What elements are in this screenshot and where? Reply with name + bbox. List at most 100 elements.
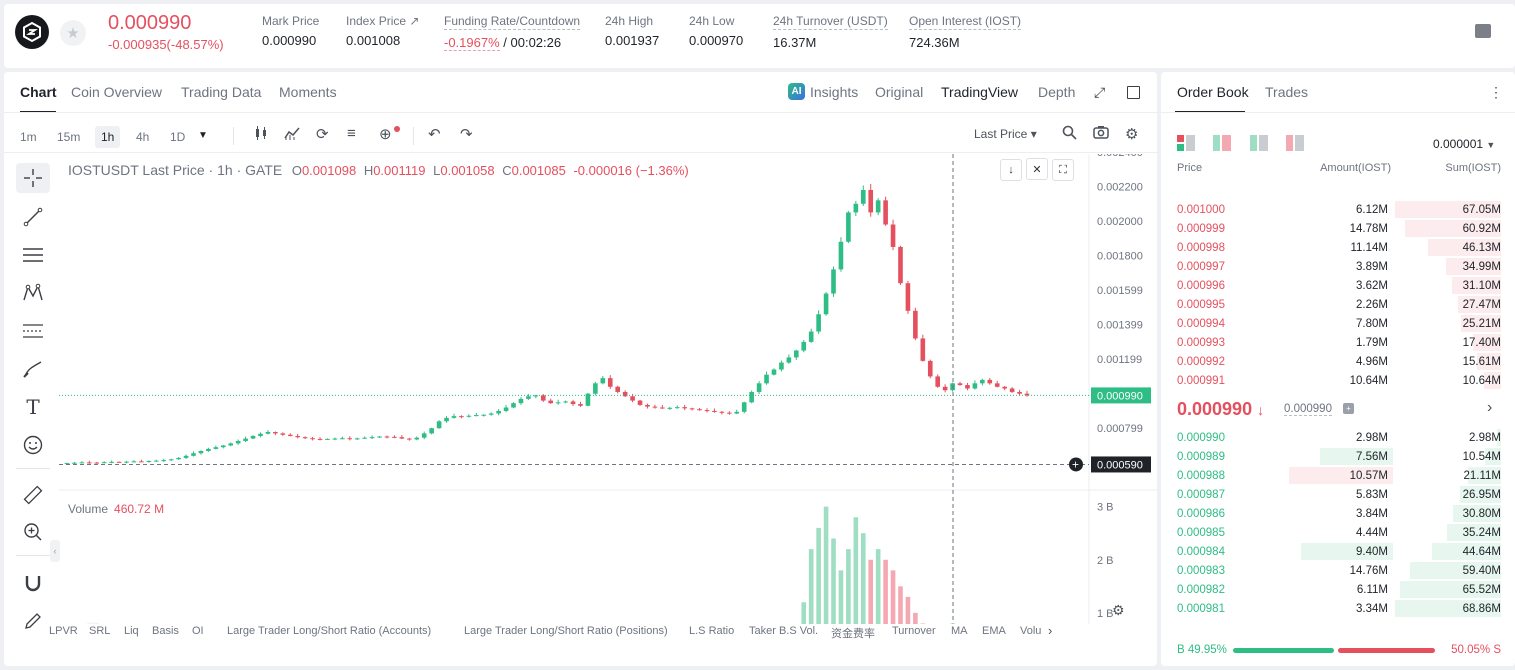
indicator-large-trader-accounts[interactable]: Large Trader Long/Short Ratio (Accounts) <box>227 625 432 637</box>
candle-body <box>756 383 762 392</box>
indicator-ma[interactable]: MA <box>951 625 968 637</box>
tab-original[interactable]: Original <box>875 84 924 100</box>
collapse-toolbar-icon[interactable]: ‹ <box>50 540 60 562</box>
timeframe-1d[interactable]: 1D <box>170 130 186 144</box>
bid-row[interactable]: 0.000988 10.57M 21.11M <box>1161 466 1515 485</box>
candle-body <box>325 438 330 440</box>
horizontal-lines-icon[interactable] <box>16 240 50 270</box>
scroll-down-icon[interactable]: ↓ <box>1000 158 1022 181</box>
bid-row[interactable]: 0.000981 3.34M 68.86M <box>1161 599 1515 618</box>
indicator-turnover[interactable]: Turnover <box>892 625 936 637</box>
favorite-star-icon[interactable]: ★ <box>60 20 86 46</box>
tab-order-book[interactable]: Order Book <box>1177 84 1249 100</box>
view-asks-icon[interactable] <box>1213 135 1231 154</box>
undo-icon[interactable]: ↶ <box>428 126 441 143</box>
candle-type-icon[interactable] <box>253 125 269 145</box>
ask-row[interactable]: 0.000996 3.62M 31.10M <box>1161 276 1515 295</box>
window-icon[interactable] <box>1127 86 1140 99</box>
indicator-large-trader-positions[interactable]: Large Trader Long/Short Ratio (Positions… <box>464 625 668 637</box>
ask-amount: 6.12M <box>1356 204 1388 216</box>
notebook-icon[interactable] <box>1475 24 1491 38</box>
add-plus-icon[interactable]: ⊕ <box>379 126 392 143</box>
indicator-lpvr[interactable]: LPVR <box>49 625 78 637</box>
chart-settings-icon[interactable]: ⚙ <box>1112 602 1125 618</box>
price-type-select[interactable]: Last Price ▾ <box>974 127 1037 141</box>
collapse-icon[interactable]: ✕ <box>1026 158 1048 180</box>
candle-body <box>429 428 434 434</box>
emoji-icon[interactable] <box>16 430 50 460</box>
text-tool-icon[interactable]: T <box>26 395 40 419</box>
bid-row[interactable]: 0.000984 9.40M 44.64M <box>1161 542 1515 561</box>
timeframe-1m[interactable]: 1m <box>20 130 37 144</box>
candle-body <box>511 403 516 408</box>
precision-select[interactable]: 0.000001 ▼ <box>1433 137 1495 151</box>
timeframe-dropdown-icon[interactable]: ▼ <box>198 130 208 141</box>
indicator-basis[interactable]: Basis <box>152 625 179 637</box>
pattern-tool-icon[interactable] <box>16 278 50 308</box>
ask-row[interactable]: 0.000999 14.78M 60.92M <box>1161 219 1515 238</box>
ask-row[interactable]: 0.000992 4.96M 15.61M <box>1161 352 1515 371</box>
tab-trading-data[interactable]: Trading Data <box>181 84 262 100</box>
bid-row[interactable]: 0.000987 5.83M 26.95M <box>1161 485 1515 504</box>
ask-row[interactable]: 0.000993 1.79M 17.40M <box>1161 333 1515 352</box>
fib-retracement-icon[interactable] <box>16 316 50 346</box>
timeframe-15m[interactable]: 15m <box>57 130 81 144</box>
bid-row[interactable]: 0.000990 2.98M 2.98M <box>1161 428 1515 447</box>
indicator-volume[interactable]: Volu <box>1020 625 1042 637</box>
trend-line-icon[interactable] <box>16 202 50 232</box>
ask-row[interactable]: 0.000995 2.26M 27.47M <box>1161 295 1515 314</box>
chevron-right-icon[interactable]: › <box>1487 399 1493 416</box>
view-bids-icon[interactable] <box>1250 135 1268 154</box>
bid-row[interactable]: 0.000989 7.56M 10.54M <box>1161 447 1515 466</box>
camera-icon[interactable] <box>1093 125 1109 144</box>
lock-pencil-icon[interactable] <box>16 606 50 636</box>
bid-row[interactable]: 0.000986 3.84M 30.80M <box>1161 504 1515 523</box>
ruler-icon[interactable] <box>16 480 50 510</box>
indicator-oi[interactable]: OI <box>192 625 204 637</box>
chevron-right-icon[interactable]: › <box>1048 623 1053 638</box>
templates-icon[interactable]: ≡ <box>347 125 356 142</box>
timeframe-4h[interactable]: 4h <box>136 130 150 144</box>
ask-row[interactable]: 0.000991 10.64M 10.64M <box>1161 371 1515 390</box>
bid-row[interactable]: 0.000983 14.76M 59.40M <box>1161 561 1515 580</box>
tab-trades[interactable]: Trades <box>1265 84 1309 100</box>
search-icon[interactable] <box>1062 125 1077 144</box>
bid-row[interactable]: 0.000982 6.11M 65.52M <box>1161 580 1515 599</box>
indicator-funding-rate[interactable]: 资金费率 <box>831 627 875 640</box>
exchange-logo-icon[interactable] <box>15 15 49 49</box>
ask-row[interactable]: 0.001000 6.12M 67.05M <box>1161 200 1515 219</box>
brush-icon[interactable] <box>16 354 50 384</box>
crosshair-icon[interactable] <box>16 163 50 193</box>
fullscreen-icon[interactable]: ⛶ <box>1052 159 1074 181</box>
ask-row[interactable]: 0.000997 3.89M 34.99M <box>1161 257 1515 276</box>
timeframe-1h[interactable]: 1h <box>95 126 121 148</box>
redo-icon[interactable]: ↷ <box>460 126 473 143</box>
replay-icon[interactable]: ⟳ <box>316 126 329 143</box>
view-sells-icon[interactable] <box>1286 135 1304 154</box>
settings-gear-icon[interactable]: ⚙ <box>1125 126 1139 143</box>
candlestick-chart[interactable]: 0.002400 0.002200 0.002000 0.001800 0.001599… <box>59 154 1157 624</box>
tab-moments[interactable]: Moments <box>279 84 337 100</box>
magnet-icon[interactable] <box>16 568 50 598</box>
tab-chart[interactable]: Chart <box>20 84 57 100</box>
ask-row[interactable]: 0.000994 7.80M 25.21M <box>1161 314 1515 333</box>
stat-index-price[interactable]: Index Price ↗ 0.001008 <box>346 14 419 48</box>
ask-row[interactable]: 0.000998 11.14M 46.13M <box>1161 238 1515 257</box>
indicator-srl[interactable]: SRL <box>89 625 111 637</box>
indicator-ls-ratio[interactable]: L.S Ratio <box>689 625 735 637</box>
indicator-liq[interactable]: Liq <box>124 625 139 637</box>
bid-row[interactable]: 0.000985 4.44M 35.24M <box>1161 523 1515 542</box>
more-menu-icon[interactable]: ⋮ <box>1489 84 1503 100</box>
expand-icon[interactable]: ⤢ <box>1094 84 1106 100</box>
view-both-icon[interactable] <box>1177 135 1195 154</box>
candle-body <box>563 401 568 403</box>
zoom-in-icon[interactable] <box>16 517 50 547</box>
candle-body <box>191 453 196 456</box>
tab-coin-overview[interactable]: Coin Overview <box>71 84 163 100</box>
indicator-ema[interactable]: EMA <box>982 625 1006 637</box>
tab-insights[interactable]: Insights <box>810 84 859 100</box>
tab-tradingview[interactable]: TradingView <box>941 84 1019 100</box>
indicators-icon[interactable] <box>284 125 300 145</box>
indicator-taker-bs-vol[interactable]: Taker B.S Vol. <box>749 625 819 637</box>
tab-depth[interactable]: Depth <box>1038 84 1076 100</box>
